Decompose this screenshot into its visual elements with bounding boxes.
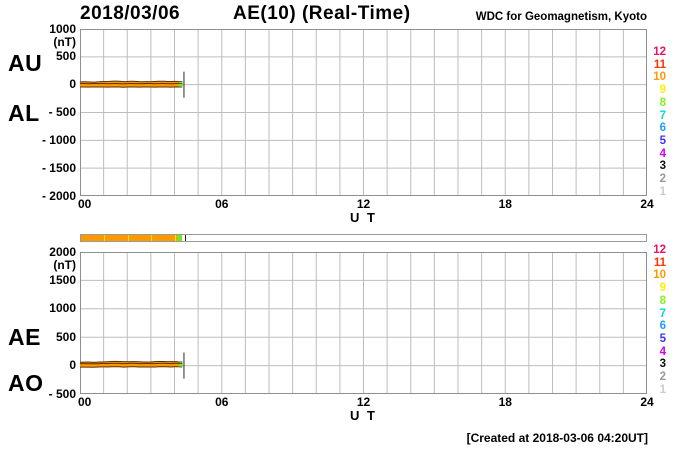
station-count-1: 1 — [659, 383, 666, 396]
ae-ao-xaxis-title: U T — [350, 408, 377, 423]
au-al-svg — [79, 29, 647, 196]
au-al-ytick: - 2000 — [41, 188, 76, 203]
station-count-10: 10 — [653, 269, 666, 282]
station-count-6: 6 — [659, 122, 666, 135]
station-count-11: 11 — [653, 256, 666, 269]
ae-ao-xtick: 18 — [498, 395, 512, 409]
station-count-7: 7 — [659, 307, 666, 320]
au-al-ytick: - 1000 — [41, 132, 76, 147]
coverage-hour-tick — [104, 235, 106, 241]
ae-ao-ytick: 0 — [69, 358, 76, 373]
au-al-xtick: 24 — [640, 197, 654, 211]
coverage-hour-tick — [127, 235, 129, 241]
ae-ao-svg — [79, 252, 647, 394]
plot-border — [80, 29, 647, 196]
station-count-5: 5 — [659, 332, 666, 345]
date-label: 2018/03/06 — [80, 3, 181, 24]
ae-ao-xtick: 06 — [215, 395, 229, 409]
al-index-label: AL — [8, 100, 40, 126]
ae-ao-ytick: 1500 — [49, 272, 76, 287]
station-count-9: 9 — [659, 282, 666, 295]
data-coverage-bar — [80, 234, 647, 242]
station-count-2: 2 — [659, 371, 666, 383]
ae-ao-xtick: 24 — [640, 395, 654, 409]
au-al-plot-area — [79, 29, 647, 196]
station-count-1: 1 — [659, 185, 666, 198]
station-count-3: 3 — [659, 358, 666, 371]
ae-index-label: AE — [8, 324, 41, 350]
station-count-4: 4 — [659, 345, 666, 358]
station-count-6: 6 — [659, 320, 666, 333]
au-al-xtick: 06 — [215, 197, 229, 211]
coverage-hour-tick — [151, 235, 153, 241]
au-index-label: AU — [8, 50, 43, 76]
station-count-3: 3 — [659, 160, 666, 173]
station-count-11: 11 — [653, 58, 666, 71]
station-count-5: 5 — [659, 134, 666, 147]
station-count-9: 9 — [659, 84, 666, 97]
ae-ao-ytick: - 500 — [48, 386, 76, 401]
ae-ao-xtick: 12 — [356, 395, 371, 409]
coverage-fill — [81, 235, 177, 241]
station-count-4: 4 — [659, 147, 666, 160]
station-count-12: 12 — [653, 46, 666, 58]
au-al-ytick: - 1500 — [41, 160, 76, 175]
ae-ao-xtick: 00 — [78, 395, 92, 409]
ae-ao-unit-label: (nT) — [53, 258, 76, 272]
station-count-8: 8 — [659, 294, 666, 307]
au-al-unit-label: (nT) — [53, 35, 76, 49]
au-al-ytick: - 500 — [48, 105, 76, 119]
au-al-ytick: 500 — [55, 49, 76, 64]
page-title: AE(10) (Real-Time) — [233, 3, 411, 24]
coverage-latest — [176, 235, 183, 241]
created-at-label: [Created at 2018-03-06 04:20UT] — [466, 431, 648, 445]
ae-ao-plot-area — [79, 252, 647, 394]
au-al-ytick: 0 — [69, 77, 76, 92]
coverage-hour-tick — [174, 235, 176, 241]
station-count-7: 7 — [659, 109, 666, 122]
station-count-8: 8 — [659, 96, 666, 109]
station-count-12: 12 — [653, 244, 666, 256]
coverage-time-marker — [184, 235, 187, 241]
ae-ao-ytick: 2000 — [49, 244, 76, 259]
au-al-ytick: 1000 — [49, 21, 76, 36]
ao-index-label: AO — [8, 370, 44, 396]
ae-ao-ytick: 1000 — [49, 301, 76, 316]
station-count-2: 2 — [659, 173, 666, 185]
au-al-xtick: 00 — [78, 197, 92, 211]
plot-border — [80, 252, 647, 394]
au-al-xtick: 12 — [356, 197, 371, 211]
source-label: WDC for Geomagnetism, Kyoto — [475, 11, 647, 23]
ae-ao-ytick: 500 — [55, 329, 76, 344]
ao-trace — [79, 363, 179, 367]
au-al-xtick: 18 — [498, 197, 512, 211]
station-count-10: 10 — [653, 71, 666, 84]
au-al-xaxis-title: U T — [350, 210, 377, 225]
